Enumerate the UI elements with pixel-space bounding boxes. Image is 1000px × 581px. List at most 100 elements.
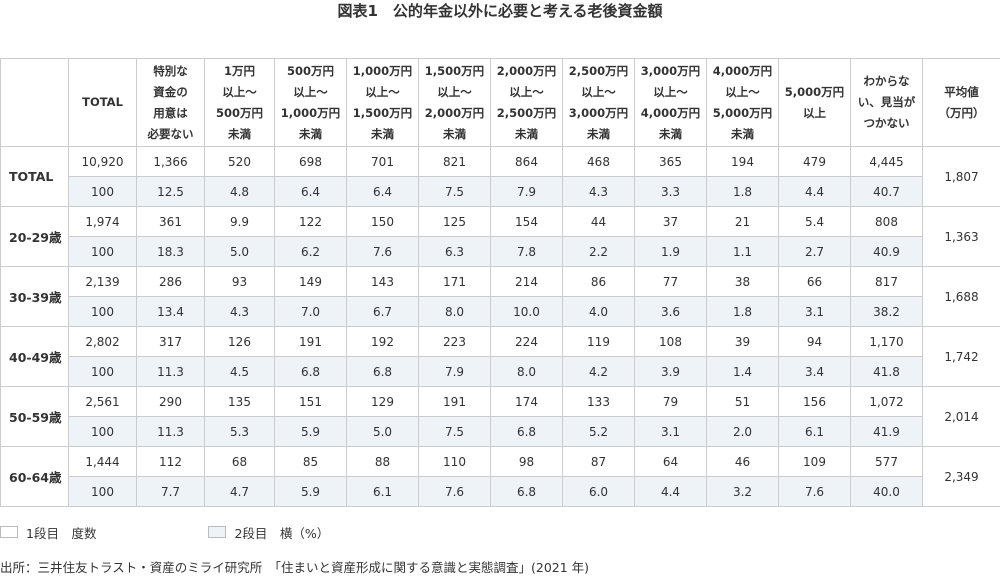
percent-cell: 100 <box>68 476 137 507</box>
percent-cell: 41.9 <box>850 416 923 447</box>
count-cell: 808 <box>850 206 923 237</box>
percent-cell: 4.5 <box>204 356 275 387</box>
count-cell: 51 <box>706 386 779 417</box>
count-cell: 39 <box>706 326 779 357</box>
column-header: 特別な 資金の 用意は 必要ない <box>136 58 205 147</box>
column-header: 1,500万円 以上～ 2,000万円 未満 <box>418 58 491 147</box>
table-row-percent: 100 11.3 5.3 5.9 5.0 7.5 6.8 5.2 3.1 2.0 6.1 41.9 <box>1 416 1000 447</box>
percent-cell: 38.2 <box>850 296 923 327</box>
count-cell: 119 <box>562 326 635 357</box>
count-cell: 191 <box>418 386 491 417</box>
percent-cell: 4.8 <box>204 176 275 207</box>
percent-cell: 4.4 <box>778 176 851 207</box>
percent-cell: 41.8 <box>850 356 923 387</box>
count-cell: 126 <box>204 326 275 357</box>
count-cell: 286 <box>136 266 205 297</box>
count-cell: 46 <box>706 446 779 477</box>
percent-cell: 4.7 <box>204 476 275 507</box>
legend-swatch-count <box>0 526 18 538</box>
count-cell: 98 <box>490 446 563 477</box>
column-header: 1万円 以上～ 500万円 未満 <box>204 58 275 147</box>
count-cell: 149 <box>274 266 347 297</box>
count-cell: 171 <box>418 266 491 297</box>
column-header: 2,000万円 以上～ 2,500万円 未満 <box>490 58 563 147</box>
percent-cell: 7.7 <box>136 476 205 507</box>
count-cell: 135 <box>204 386 275 417</box>
percent-cell: 2.0 <box>706 416 779 447</box>
column-header: 平均値 （万円） <box>922 58 1000 147</box>
percent-cell: 3.2 <box>706 476 779 507</box>
legend-swatch-percent <box>208 526 227 538</box>
row-label: 40-49歳 <box>0 326 69 387</box>
percent-cell: 6.1 <box>346 476 419 507</box>
table-row-percent: 100 12.5 4.8 6.4 6.4 7.5 7.9 4.3 3.3 1.8 4.4 40.7 <box>1 176 1000 207</box>
percent-cell: 3.4 <box>778 356 851 387</box>
count-cell: 468 <box>562 146 635 177</box>
percent-cell: 7.9 <box>490 176 563 207</box>
percent-cell: 2.2 <box>562 236 635 267</box>
row-label: 60-64歳 <box>0 446 69 507</box>
count-cell: 129 <box>346 386 419 417</box>
column-header: 3,000万円 以上～ 4,000万円 未満 <box>634 58 707 147</box>
table-row-count: 30-39歳 2,139 286 93 149 143 171 214 86 77 38 66 817 1… <box>0 266 1000 327</box>
count-cell: 156 <box>778 386 851 417</box>
count-cell: 520 <box>204 146 275 177</box>
percent-cell: 3.3 <box>634 176 707 207</box>
percent-cell: 6.8 <box>346 356 419 387</box>
count-cell: 2,561 <box>68 386 137 417</box>
percent-cell: 8.0 <box>490 356 563 387</box>
percent-cell: 8.0 <box>418 296 491 327</box>
table-row-count: TOTAL 10,920 1,366 520 698 701 821 864 468 365 194… <box>0 146 1000 207</box>
legend: 1段目 度数 2段目 横（%） <box>0 524 329 541</box>
table-row-percent: 100 13.4 4.3 7.0 6.7 8.0 10.0 4.0 3.6 1.8 3.1 38.2 <box>1 296 1000 327</box>
table-row-count: 60-64歳 1,444 112 68 85 88 110 98 87 64 46 109 577 2,3… <box>0 446 1000 507</box>
count-cell: 191 <box>274 326 347 357</box>
count-cell: 174 <box>490 386 563 417</box>
percent-cell: 4.3 <box>204 296 275 327</box>
count-cell: 1,072 <box>850 386 923 417</box>
percent-cell: 1.1 <box>706 236 779 267</box>
count-cell: 133 <box>562 386 635 417</box>
count-cell: 112 <box>136 446 205 477</box>
data-table: TOTAL 特別な 資金の 用意は 必要ない 1万円 以上～ 500万円 未満 500… <box>0 58 1000 507</box>
count-cell: 151 <box>274 386 347 417</box>
percent-cell: 5.0 <box>204 236 275 267</box>
percent-cell: 6.0 <box>562 476 635 507</box>
source-note: 出所：三井住友トラスト・資産のミライ研究所 「住まいと資産形成に関する意識と実態… <box>0 560 590 575</box>
percent-cell: 6.4 <box>274 176 347 207</box>
table-row-count: 40-49歳 2,802 317 126 191 192 223 224 119 108 39 94 1… <box>0 326 1000 387</box>
column-header <box>0 58 69 147</box>
count-cell: 821 <box>418 146 491 177</box>
legend-label-count: 1段目 度数 <box>26 525 97 541</box>
table-row-percent: 100 7.7 4.7 5.9 6.1 7.6 6.8 6.0 4.4 3.2 7.6 40.0 <box>1 476 1000 507</box>
column-header: TOTAL <box>68 58 137 147</box>
count-cell: 5.4 <box>778 206 851 237</box>
count-cell: 85 <box>274 446 347 477</box>
percent-cell: 100 <box>68 236 137 267</box>
count-cell: 10,920 <box>68 146 137 177</box>
count-cell: 864 <box>490 146 563 177</box>
count-cell: 68 <box>204 446 275 477</box>
column-header: 4,000万円 以上～ 5,000万円 未満 <box>706 58 779 147</box>
percent-cell: 40.7 <box>850 176 923 207</box>
row-label: TOTAL <box>0 146 69 207</box>
count-cell: 109 <box>778 446 851 477</box>
percent-cell: 6.8 <box>490 476 563 507</box>
count-cell: 1,170 <box>850 326 923 357</box>
percent-cell: 6.3 <box>418 236 491 267</box>
percent-cell: 7.0 <box>274 296 347 327</box>
percent-cell: 4.0 <box>562 296 635 327</box>
percent-cell: 10.0 <box>490 296 563 327</box>
count-cell: 214 <box>490 266 563 297</box>
percent-cell: 5.0 <box>346 416 419 447</box>
count-cell: 577 <box>850 446 923 477</box>
percent-cell: 1.8 <box>706 176 779 207</box>
percent-cell: 3.1 <box>634 416 707 447</box>
count-cell: 698 <box>274 146 347 177</box>
count-cell: 122 <box>274 206 347 237</box>
count-cell: 125 <box>418 206 491 237</box>
count-cell: 224 <box>490 326 563 357</box>
count-cell: 38 <box>706 266 779 297</box>
average-cell: 1,363 <box>922 206 1000 267</box>
count-cell: 701 <box>346 146 419 177</box>
